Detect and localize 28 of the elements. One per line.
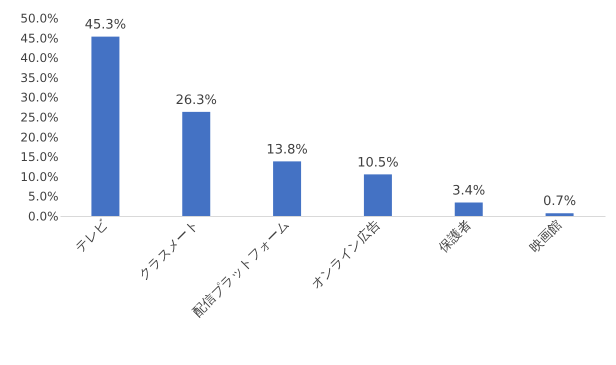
bar xyxy=(273,161,302,216)
y-tick-label: 40.0% xyxy=(20,51,58,66)
y-tick-label: 45.0% xyxy=(20,31,58,46)
y-tick-label: 30.0% xyxy=(20,90,58,105)
bar xyxy=(546,213,574,216)
y-tick-label: 0.0% xyxy=(28,210,58,224)
y-tick-label: 50.0% xyxy=(20,12,58,26)
y-tick-label: 35.0% xyxy=(20,70,58,85)
x-tick-label: テレビ xyxy=(72,216,112,256)
y-tick-label: 5.0% xyxy=(28,190,58,204)
data-label: 13.8% xyxy=(266,142,308,158)
x-tick-label: 保護者 xyxy=(436,218,474,256)
data-label: 10.5% xyxy=(357,155,399,170)
bar xyxy=(91,36,120,216)
bar xyxy=(454,202,483,216)
y-tick-label: 10.0% xyxy=(20,170,58,184)
data-label: 45.3% xyxy=(84,18,126,33)
x-tick-label: クラスメート xyxy=(136,218,202,284)
bar xyxy=(182,112,210,216)
x-tick-label: 映画館 xyxy=(527,218,566,256)
y-tick-label: 15.0% xyxy=(20,150,58,164)
y-tick-label: 20.0% xyxy=(20,130,58,144)
y-tick-label: 25.0% xyxy=(20,110,58,124)
data-label: 0.7% xyxy=(543,194,576,210)
bar xyxy=(364,174,392,216)
data-label: 26.3% xyxy=(176,92,217,108)
data-label: 3.4% xyxy=(452,184,486,199)
x-tick-label: オンライン広告 xyxy=(308,216,384,293)
